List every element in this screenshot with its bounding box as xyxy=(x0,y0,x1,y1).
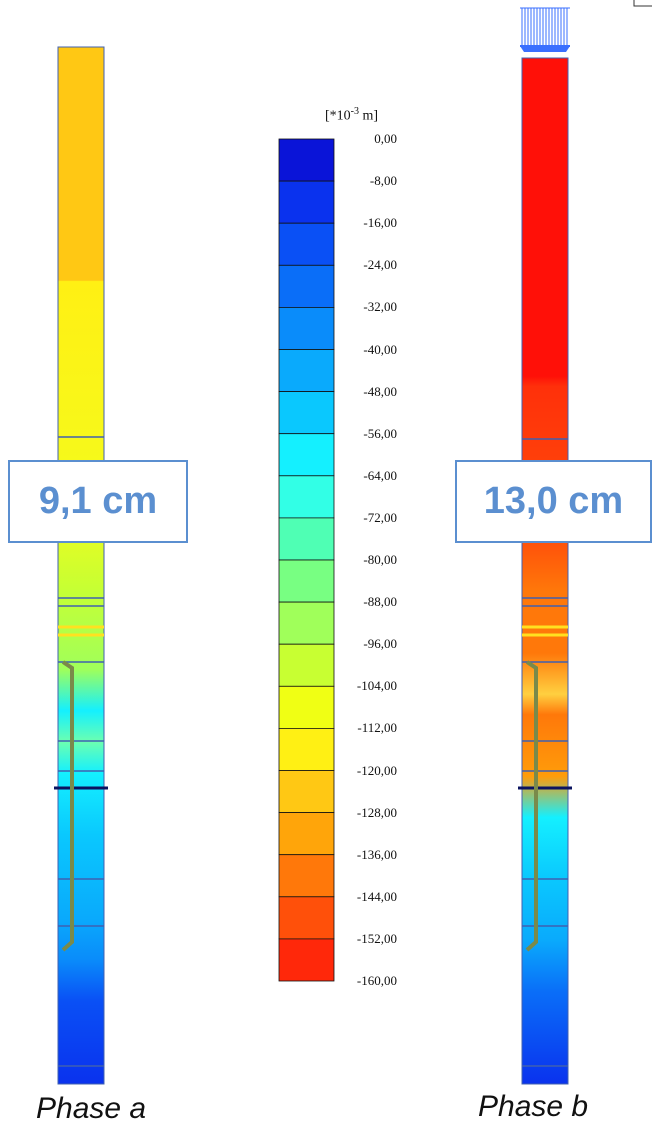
legend-tick-label: -88,00 xyxy=(363,594,397,610)
legend-tick-label: -56,00 xyxy=(363,425,397,441)
legend-swatch xyxy=(278,349,335,392)
legend-tick-label: 0,00 xyxy=(374,131,397,146)
legend-tick-label: -120,00 xyxy=(356,762,397,778)
legend-swatch xyxy=(278,222,335,266)
settlement-label-phase-a: 9,1 cm xyxy=(8,460,188,543)
legend-swatch xyxy=(278,601,335,645)
legend-tick-label: -80,00 xyxy=(363,552,397,567)
legend-swatch xyxy=(278,559,335,603)
legend-tick-label: -48,00 xyxy=(363,383,397,399)
caption-phase-b: Phase b xyxy=(478,1090,589,1123)
legend-tick-label: -16,00 xyxy=(363,215,397,231)
legend-unit: [*10-3 m] xyxy=(325,106,379,124)
legend-swatch xyxy=(278,728,335,771)
legend-swatch xyxy=(278,854,335,898)
soil-column-phase-b xyxy=(518,57,572,1085)
legend-swatch xyxy=(278,938,335,982)
legend-color-bar xyxy=(278,138,335,982)
caption-phase-a: Phase a xyxy=(36,1092,147,1125)
legend-tick-label: -40,00 xyxy=(363,341,397,357)
legend-swatch xyxy=(278,264,335,308)
legend-swatch xyxy=(278,138,335,182)
legend-tick-label: -104,00 xyxy=(356,678,397,694)
legend-tick-label: -8,00 xyxy=(369,173,397,189)
legend-swatch xyxy=(278,770,335,813)
legend-swatch xyxy=(278,896,335,940)
legend-tick-label: -112,00 xyxy=(357,720,397,736)
legend-tick-label: -96,00 xyxy=(363,636,397,652)
legend-tick-label: -136,00 xyxy=(356,846,397,862)
legend-tick-label: -64,00 xyxy=(363,467,397,483)
legend-tick-label: -128,00 xyxy=(356,804,397,820)
legend-tick-label: -24,00 xyxy=(363,257,397,273)
legend-swatch xyxy=(278,812,335,856)
load-arrow-heads xyxy=(520,46,570,52)
settlement-label-phase-b: 13,0 cm xyxy=(455,460,652,543)
legend-tick-label: -152,00 xyxy=(356,930,397,946)
legend-tick-label: -160,00 xyxy=(356,973,397,988)
legend-tick-label: -72,00 xyxy=(363,509,397,525)
surface-load-arrows xyxy=(520,7,570,52)
legend-swatch xyxy=(278,306,335,350)
legend-tick-label: -32,00 xyxy=(363,299,397,315)
legend-tick-label: -144,00 xyxy=(356,888,397,904)
corner-mark xyxy=(633,0,652,7)
legend-swatch xyxy=(278,643,335,687)
legend-swatch xyxy=(278,180,335,224)
legend-swatch xyxy=(278,475,335,519)
soil-column-phase-a xyxy=(54,46,108,1085)
legend-swatch xyxy=(278,685,335,729)
legend-swatch xyxy=(278,433,335,477)
legend-swatch xyxy=(278,391,335,435)
legend-swatch xyxy=(278,517,335,561)
